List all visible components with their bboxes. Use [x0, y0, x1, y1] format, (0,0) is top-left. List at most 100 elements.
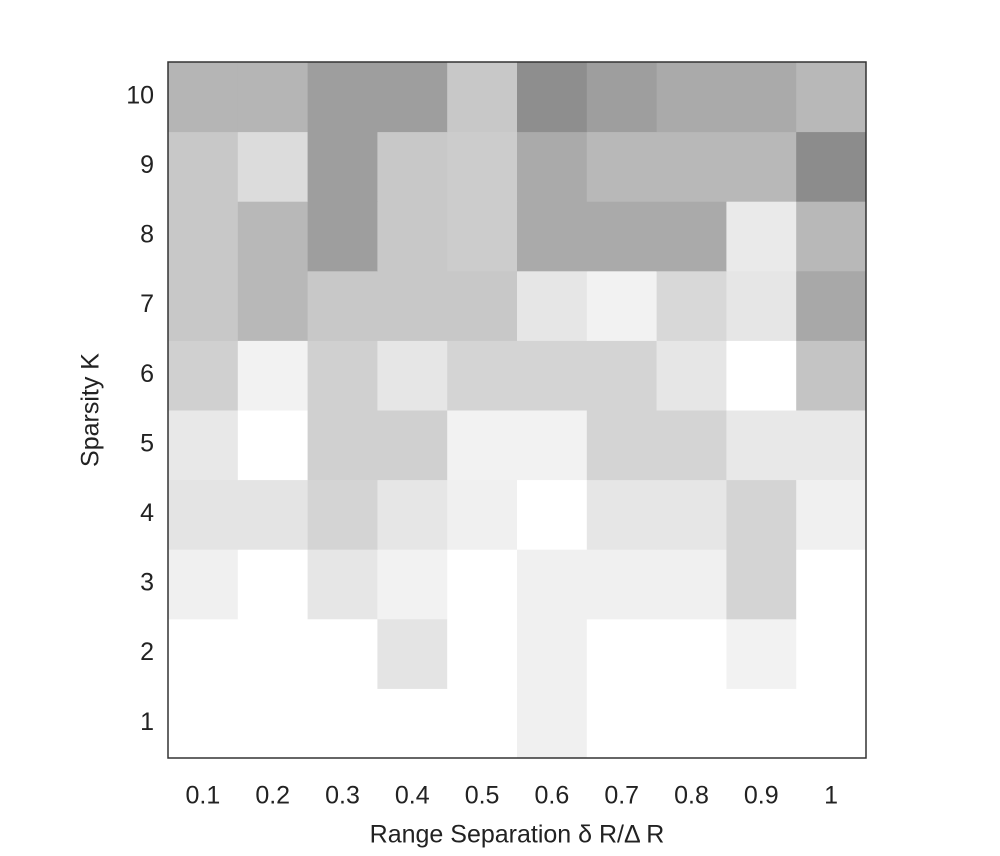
heatmap-cell — [517, 410, 588, 481]
heatmap-cell — [168, 479, 239, 550]
x-tick-label: 0.9 — [744, 782, 779, 810]
heatmap-cell — [586, 270, 658, 341]
heatmap-cell — [307, 688, 378, 759]
heatmap-cell — [168, 131, 239, 202]
heatmap-cell — [307, 62, 378, 133]
heatmap-cell — [168, 549, 239, 620]
heatmap-cell — [517, 618, 588, 689]
heatmap-cell — [517, 340, 588, 411]
heatmap-cell — [237, 479, 309, 550]
heatmap-cell — [726, 62, 797, 133]
heatmap-cell — [517, 62, 588, 133]
heatmap-cell — [726, 479, 797, 550]
y-tick-label: 1 — [140, 708, 154, 736]
heatmap-cell — [796, 62, 867, 133]
heatmap-cell — [447, 62, 518, 133]
heatmap-cell — [307, 549, 378, 620]
heatmap-cell — [656, 618, 727, 689]
heatmap-cell — [447, 340, 518, 411]
heatmap-cell — [586, 62, 658, 133]
heatmap-cell — [377, 340, 448, 411]
heatmap-cell — [656, 549, 727, 620]
heatmap-cell — [586, 688, 658, 759]
heatmap-cell — [656, 201, 727, 272]
heatmap-cell — [237, 618, 309, 689]
heatmap-cell — [796, 410, 867, 481]
heatmap-cell — [586, 131, 658, 202]
heatmap-cell — [796, 618, 867, 689]
heatmap-cell — [796, 549, 867, 620]
heatmap-cell — [586, 201, 658, 272]
heatmap-cell — [237, 410, 309, 481]
heatmap-cell — [377, 549, 448, 620]
heatmap-cell — [237, 201, 309, 272]
heatmap-cell — [377, 270, 448, 341]
heatmap-cell — [377, 618, 448, 689]
heatmap-cell — [726, 340, 797, 411]
heatmap-cell — [726, 410, 797, 481]
heatmap-cell — [237, 340, 309, 411]
y-tick-label: 8 — [140, 221, 154, 249]
heatmap-cell — [307, 131, 378, 202]
heatmap-cell — [168, 340, 239, 411]
heatmap-cell — [796, 131, 867, 202]
heatmap-cell — [307, 340, 378, 411]
y-tick-label: 6 — [140, 360, 154, 388]
heatmap-cell — [517, 479, 588, 550]
heatmap-cell — [726, 618, 797, 689]
heatmap-cell — [796, 201, 867, 272]
x-tick-label: 0.6 — [535, 782, 570, 810]
heatmap-cell — [168, 62, 239, 133]
x-axis-label: Range Separation δ R/Δ R — [370, 821, 665, 849]
y-tick-label: 4 — [140, 499, 154, 527]
heatmap-cell — [656, 688, 727, 759]
plot-frame — [167, 61, 867, 759]
heatmap-cell — [168, 688, 239, 759]
heatmap-cell — [237, 62, 309, 133]
x-tick-label: 0.4 — [395, 782, 430, 810]
heatmap-cell — [656, 131, 727, 202]
heatmap-cell — [377, 62, 448, 133]
heatmap-cell — [656, 62, 727, 133]
heatmap-cell — [517, 270, 588, 341]
heatmap-cell — [237, 131, 309, 202]
y-tick-label: 9 — [140, 151, 154, 179]
heatmap-cell — [237, 688, 309, 759]
x-tick-label: 0.2 — [255, 782, 290, 810]
heatmap-cell — [237, 549, 309, 620]
heatmap-cell — [726, 270, 797, 341]
heatmap-cell — [656, 479, 727, 550]
heatmap-cell — [168, 410, 239, 481]
heatmap-cell — [168, 618, 239, 689]
heatmap-cell — [796, 688, 867, 759]
heatmap-cell — [656, 410, 727, 481]
heatmap-cell — [377, 201, 448, 272]
y-tick-label: 2 — [140, 638, 154, 666]
heatmap-cell — [307, 479, 378, 550]
x-tick-label: 0.5 — [465, 782, 500, 810]
heatmap-cell — [377, 479, 448, 550]
y-tick-label: 3 — [140, 569, 154, 597]
x-tick-label: 0.8 — [674, 782, 709, 810]
heatmap-cell — [307, 410, 378, 481]
heatmap-cell — [447, 131, 518, 202]
heatmap-cell — [726, 131, 797, 202]
heatmap-cell — [586, 410, 658, 481]
heatmap-cell — [168, 201, 239, 272]
heatmap-cell — [656, 340, 727, 411]
heatmap-cell — [377, 131, 448, 202]
heatmap-cell — [726, 688, 797, 759]
x-tick-label: 0.7 — [604, 782, 639, 810]
heatmap-cell — [447, 270, 518, 341]
heatmap-cell — [447, 688, 518, 759]
heatmap-cell — [447, 479, 518, 550]
heatmap-cell — [586, 340, 658, 411]
heatmap-cell — [307, 201, 378, 272]
heatmap-cell — [307, 270, 378, 341]
heatmap-cell — [307, 618, 378, 689]
y-tick-label: 7 — [140, 290, 154, 318]
heatmap-cell — [726, 549, 797, 620]
heatmap-cell — [377, 410, 448, 481]
heatmap-cell — [517, 549, 588, 620]
